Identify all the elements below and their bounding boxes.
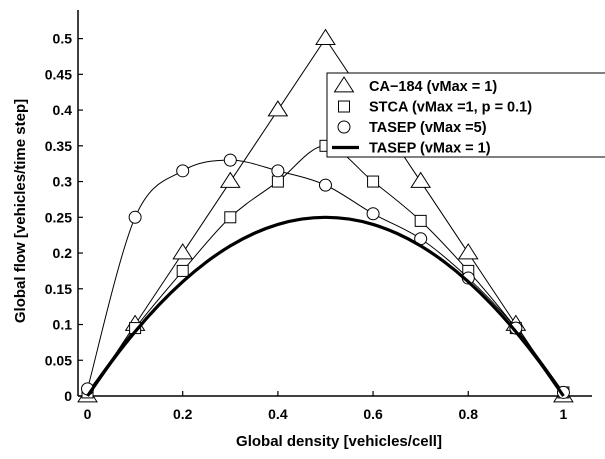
triangle-marker [457,243,479,260]
y-tick-label: 0.35 [45,138,72,154]
series-line [87,159,564,393]
series-3 [86,215,565,397]
legend-label: TASEP (vMax =5) [369,120,487,136]
legend-label: STCA (vMax =1, p = 0.1) [369,100,532,116]
x-tick-label: 0.2 [173,406,193,422]
legend-box [326,72,605,158]
x-tick-label: 0 [84,406,92,422]
square-marker [176,264,189,277]
y-tick-label: 0 [64,388,72,404]
y-axis-title: Global flow [vehicles/time step] [12,99,29,323]
circle-marker [366,207,380,221]
y-tick-label: 0.25 [45,209,72,225]
triangle-marker [172,243,194,260]
series-line [86,215,565,397]
legend: CA−184 (vMax = 1) STCA (vMax =1, p = 0.1)… [326,72,605,158]
legend-square-marker [338,100,350,113]
square-marker [414,214,427,227]
legend-circle-marker [337,120,351,134]
circle-marker [176,164,190,178]
circle-marker [318,178,332,192]
y-tick-label: 0.05 [45,352,72,368]
x-tick-label: 1 [560,406,568,422]
y-tick-label: 0.1 [53,317,73,333]
circle-marker [271,164,285,178]
triangle-marker [219,171,241,188]
x-tick-label: 0.6 [363,406,383,422]
triangle-marker [315,28,336,45]
y-tick-label: 0.2 [53,245,73,261]
x-tick-label: 0.8 [459,406,479,422]
y-tick-label: 0.15 [45,281,72,297]
circle-marker [128,210,142,224]
x-axis-title: Global density [vehicles/cell] [236,433,442,450]
legend-label: CA−184 (vMax = 1) [369,79,497,95]
legend-label: TASEP (vMax = 1) [369,141,491,157]
y-tick-label: 0.45 [45,66,72,82]
legend-triangle-marker [333,76,355,93]
y-tick-label: 0.5 [53,31,73,47]
triangle-marker [410,171,432,188]
circle-marker [223,153,237,167]
square-marker [224,211,237,224]
series-2 [81,153,570,399]
square-marker [271,175,284,188]
square-marker [367,175,380,188]
x-tick-label: 0.4 [268,406,288,422]
triangle-marker [267,100,289,117]
y-tick-label: 0.4 [53,102,73,118]
y-tick-label: 0.3 [53,174,73,190]
